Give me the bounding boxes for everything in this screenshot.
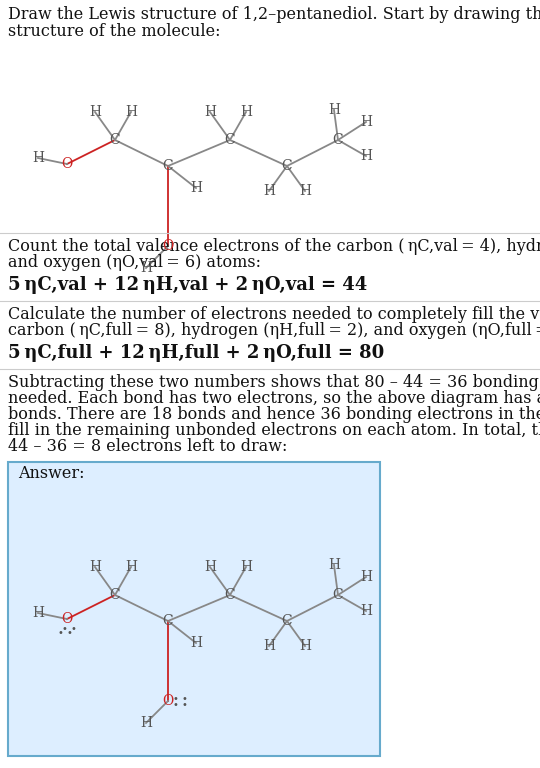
Text: and oxygen (ηO,val = 6) atoms:: and oxygen (ηO,val = 6) atoms:: [8, 254, 261, 271]
FancyBboxPatch shape: [8, 462, 380, 756]
Text: Calculate the number of electrons needed to completely fill the valence shells f: Calculate the number of electrons needed…: [8, 306, 540, 323]
Text: • •: • •: [173, 700, 187, 710]
Text: H: H: [125, 105, 137, 119]
Text: Draw the Lewis structure of 1,2–pentanediol. Start by drawing the overall: Draw the Lewis structure of 1,2–pentaned…: [8, 6, 540, 23]
Text: C: C: [110, 133, 120, 147]
Text: O: O: [163, 694, 174, 708]
Text: H: H: [190, 181, 202, 195]
Text: C: C: [282, 614, 292, 628]
Text: O: O: [163, 239, 174, 253]
Text: • •: • •: [173, 694, 187, 704]
Text: 5 ηC,val + 12 ηH,val + 2 ηO,val = 44: 5 ηC,val + 12 ηH,val + 2 ηO,val = 44: [8, 276, 367, 294]
Text: C: C: [225, 133, 235, 147]
Text: H: H: [240, 105, 252, 119]
Text: H: H: [360, 570, 372, 584]
Text: O: O: [62, 157, 72, 171]
Text: H: H: [240, 560, 252, 574]
Text: H: H: [360, 149, 372, 163]
Text: H: H: [204, 105, 216, 119]
Text: H: H: [204, 560, 216, 574]
Text: H: H: [328, 103, 340, 117]
Text: H: H: [299, 639, 311, 653]
Text: H: H: [125, 560, 137, 574]
Text: C: C: [163, 614, 173, 628]
Text: H: H: [32, 606, 44, 620]
Text: C: C: [333, 133, 343, 147]
Text: 5 ηC,full + 12 ηH,full + 2 ηO,full = 80: 5 ηC,full + 12 ηH,full + 2 ηO,full = 80: [8, 344, 384, 362]
Text: C: C: [225, 588, 235, 602]
Text: H: H: [140, 261, 152, 275]
Text: H: H: [328, 558, 340, 572]
Text: needed. Each bond has two electrons, so the above diagram has all the necessary: needed. Each bond has two electrons, so …: [8, 390, 540, 407]
Text: H: H: [32, 151, 44, 165]
Text: H: H: [140, 716, 152, 730]
Text: fill in the remaining unbonded electrons on each atom. In total, there remain: fill in the remaining unbonded electrons…: [8, 422, 540, 439]
Text: 44 – 36 = 8 electrons left to draw:: 44 – 36 = 8 electrons left to draw:: [8, 438, 287, 455]
Text: H: H: [190, 636, 202, 650]
Text: structure of the molecule:: structure of the molecule:: [8, 23, 220, 40]
Text: • •: • •: [58, 628, 72, 638]
Text: H: H: [263, 639, 275, 653]
Text: C: C: [163, 159, 173, 173]
Text: C: C: [333, 588, 343, 602]
Text: H: H: [360, 115, 372, 129]
Text: H: H: [299, 184, 311, 198]
Text: Subtracting these two numbers shows that 80 – 44 = 36 bonding electrons are: Subtracting these two numbers shows that…: [8, 374, 540, 391]
Text: H: H: [263, 184, 275, 198]
Text: H: H: [89, 105, 101, 119]
Text: C: C: [110, 588, 120, 602]
Text: H: H: [360, 604, 372, 618]
Text: carbon ( ηC,full = 8), hydrogen (ηH,full = 2), and oxygen (ηO,full = 8):: carbon ( ηC,full = 8), hydrogen (ηH,full…: [8, 322, 540, 339]
Text: O: O: [62, 612, 72, 626]
Text: C: C: [282, 159, 292, 173]
Text: bonds. There are 18 bonds and hence 36 bonding electrons in the diagram. Lastly,: bonds. There are 18 bonds and hence 36 b…: [8, 406, 540, 423]
Text: Count the total valence electrons of the carbon ( ηC,val = 4), hydrogen (ηH,val : Count the total valence electrons of the…: [8, 238, 540, 255]
Text: • •: • •: [62, 624, 77, 634]
Text: Answer:: Answer:: [18, 465, 84, 482]
Text: H: H: [89, 560, 101, 574]
